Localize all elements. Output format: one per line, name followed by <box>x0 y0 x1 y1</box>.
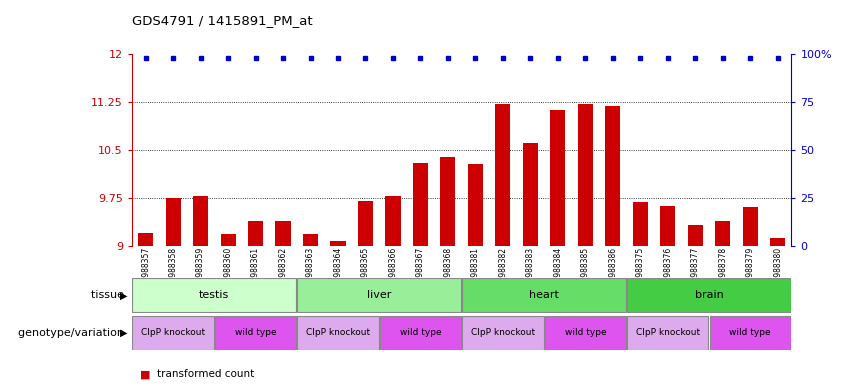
Bar <box>633 202 648 246</box>
Bar <box>215 316 296 349</box>
Bar <box>276 222 290 246</box>
Bar <box>358 201 373 246</box>
Bar <box>330 241 346 246</box>
Bar <box>248 222 263 246</box>
Bar <box>133 316 214 349</box>
Text: wild type: wild type <box>400 328 442 337</box>
Bar <box>303 234 318 246</box>
Text: wild type: wild type <box>564 328 606 337</box>
Bar <box>605 106 620 246</box>
Bar <box>297 278 461 312</box>
Text: ▶: ▶ <box>120 290 128 300</box>
Bar <box>297 316 379 349</box>
Text: liver: liver <box>367 290 391 300</box>
Text: wild type: wild type <box>729 328 771 337</box>
Bar <box>688 225 703 246</box>
Bar <box>551 110 565 246</box>
Bar <box>166 198 180 246</box>
Text: testis: testis <box>199 290 230 300</box>
Bar <box>386 196 401 246</box>
Bar <box>495 104 511 246</box>
Text: GDS4791 / 1415891_PM_at: GDS4791 / 1415891_PM_at <box>132 14 312 27</box>
Bar <box>462 316 544 349</box>
Bar <box>770 238 785 246</box>
Bar <box>710 316 791 349</box>
Bar <box>133 278 296 312</box>
Bar <box>468 164 483 246</box>
Bar <box>523 143 538 246</box>
Text: ■: ■ <box>140 369 151 379</box>
Bar <box>413 162 428 246</box>
Bar <box>715 222 730 246</box>
Text: transformed count: transformed count <box>157 369 254 379</box>
Text: ClpP knockout: ClpP knockout <box>306 328 370 337</box>
Text: ClpP knockout: ClpP knockout <box>471 328 535 337</box>
Bar <box>743 207 757 246</box>
Bar <box>545 316 626 349</box>
Bar <box>220 234 236 246</box>
Text: heart: heart <box>529 290 559 300</box>
Text: ClpP knockout: ClpP knockout <box>636 328 700 337</box>
Text: ClpP knockout: ClpP knockout <box>141 328 205 337</box>
Text: tissue: tissue <box>91 290 128 300</box>
Text: ▶: ▶ <box>120 328 128 338</box>
Bar <box>627 316 708 349</box>
Text: wild type: wild type <box>235 328 277 337</box>
Bar <box>440 157 455 246</box>
Text: brain: brain <box>694 290 723 300</box>
Bar <box>462 278 626 312</box>
Bar <box>193 196 208 246</box>
Bar <box>627 278 791 312</box>
Text: genotype/variation: genotype/variation <box>18 328 128 338</box>
Bar <box>578 104 593 246</box>
Bar <box>380 316 461 349</box>
Bar <box>660 206 676 246</box>
Bar <box>138 233 153 246</box>
